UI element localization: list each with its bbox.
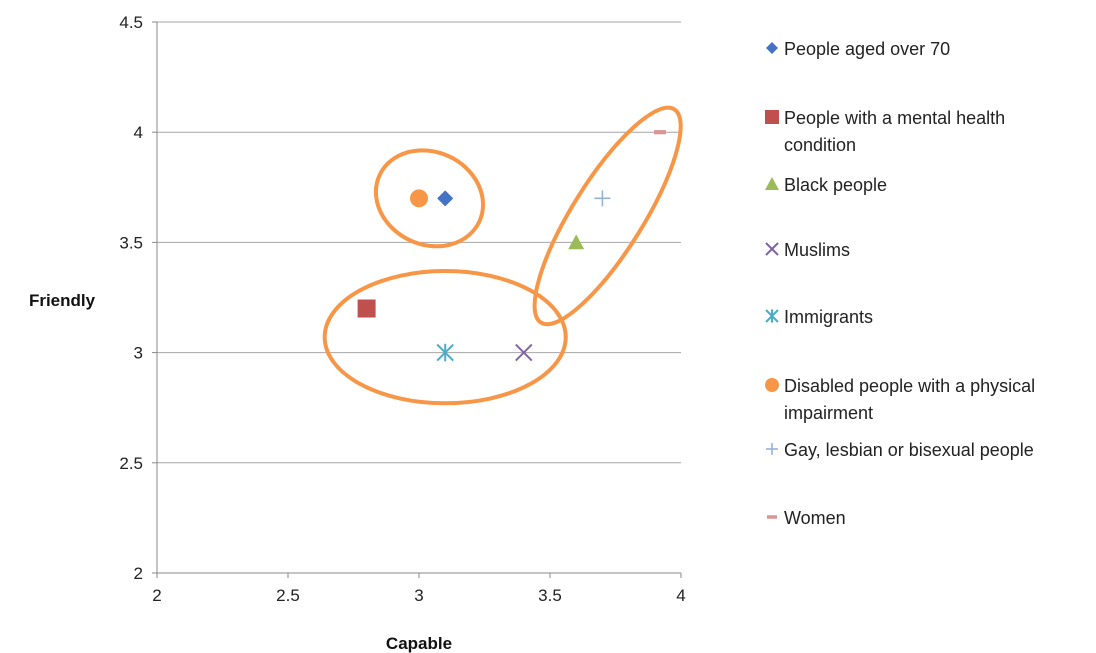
data-point-7	[594, 190, 611, 207]
legend-marker	[766, 443, 778, 455]
y-tick-label: 3.5	[119, 233, 143, 252]
data-point-8	[654, 130, 667, 135]
data-point-1	[437, 190, 454, 207]
x-tick-label: 3.5	[538, 586, 562, 605]
legend-label: condition	[784, 135, 856, 155]
legend-item: People with a mental health condition	[765, 108, 1005, 155]
x-tick-label: 2	[152, 586, 161, 605]
x-tick-label: 4	[676, 586, 685, 605]
y-tick-label: 4	[134, 123, 143, 142]
legend-marker	[766, 42, 778, 54]
legend-label: Disabled people with a physical	[784, 376, 1035, 396]
legend-marker	[765, 242, 779, 256]
x-tick-label: 3	[414, 586, 423, 605]
y-tick-label: 2.5	[119, 454, 143, 473]
legend-item: People aged over 70	[766, 39, 950, 59]
y-tick-label: 2	[134, 564, 143, 583]
y-tick-label: 4.5	[119, 13, 143, 32]
legend-label: Gay, lesbian or bisexual people	[784, 440, 1034, 460]
annotation-ellipse-2	[532, 105, 683, 327]
legend-item: Gay, lesbian or bisexual people	[766, 440, 1034, 460]
annotation-ellipse-1	[373, 148, 486, 249]
data-point-4	[515, 343, 533, 362]
legend-item: Disabled people with a physical impairmen…	[765, 376, 1035, 423]
legend-label: Black people	[784, 175, 887, 195]
gridlines	[157, 21, 681, 574]
legend-label: impairment	[784, 403, 873, 423]
x-axis-label: Capable	[386, 634, 452, 653]
annotation-ellipse-3	[322, 269, 568, 406]
legend: People aged over 70 People with a mental …	[765, 39, 1035, 528]
legend-marker	[765, 177, 779, 190]
legend-marker	[767, 515, 777, 519]
data-point-5	[436, 343, 454, 362]
x-tick-label: 2.5	[276, 586, 300, 605]
data-points	[357, 130, 667, 362]
y-axis-label: Friendly	[29, 291, 96, 310]
legend-marker	[765, 378, 779, 392]
legend-item: Women	[767, 508, 846, 528]
data-point-3	[568, 234, 585, 250]
annotation-ellipses	[322, 105, 683, 406]
legend-label: Women	[784, 508, 846, 528]
y-axis-ticks: 2 2.5 3 3.5 4 4.5	[119, 13, 157, 583]
legend-marker	[765, 110, 779, 124]
legend-label: Muslims	[784, 240, 850, 260]
legend-item: Black people	[765, 175, 887, 195]
legend-item: Muslims	[765, 240, 850, 260]
legend-item: Immigrants	[765, 307, 873, 327]
legend-label: Immigrants	[784, 307, 873, 327]
data-point-2	[357, 299, 376, 318]
x-axis-ticks: 2 2.5 3 3.5 4	[152, 573, 686, 605]
legend-label: People with a mental health	[784, 108, 1005, 128]
legend-marker	[765, 309, 779, 323]
axes	[156, 22, 681, 574]
legend-label: People aged over 70	[784, 39, 950, 59]
data-point-6	[410, 189, 428, 208]
y-tick-label: 3	[134, 344, 143, 363]
